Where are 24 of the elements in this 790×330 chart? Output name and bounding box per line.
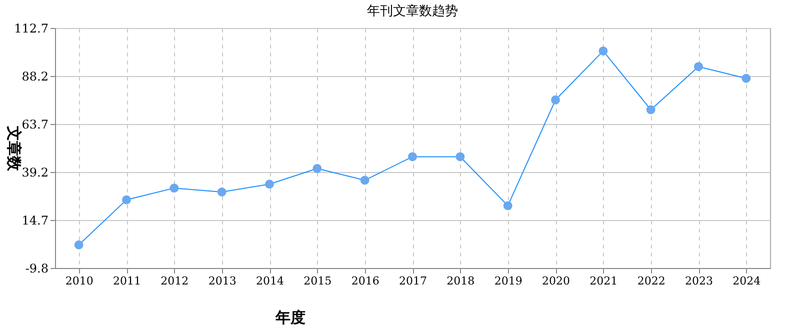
chart-title: 年刊文章数趋势 (367, 4, 458, 19)
x-tick-label: 2020 (542, 274, 570, 288)
x-tick-label: 2014 (256, 274, 284, 288)
x-tick-label: 2022 (637, 274, 666, 288)
y-tick-label: 88.2 (22, 70, 48, 84)
x-tick-label: 2010 (65, 274, 94, 288)
y-tick-label: -9.8 (25, 262, 48, 276)
x-tick-label: 2018 (446, 274, 475, 288)
y-axis-title: 文章数 (5, 125, 24, 172)
y-tick-label: 39.2 (22, 166, 48, 180)
x-tick-label: 2024 (732, 274, 761, 288)
y-tick-label: 14.7 (22, 214, 48, 228)
x-axis-title: 年度 (274, 308, 306, 326)
x-tick-label: 2015 (304, 274, 332, 288)
x-tick-label: 2011 (113, 274, 141, 288)
y-tick-label: 63.7 (22, 118, 48, 132)
y-tick-label: 112.7 (14, 22, 48, 36)
x-tick-label: 2023 (685, 274, 713, 288)
x-tick-label: 2017 (399, 274, 427, 288)
x-tick-label: 2016 (351, 274, 380, 288)
x-tick-label: 2012 (160, 274, 189, 288)
x-tick-label: 2019 (494, 274, 522, 288)
x-tick-label: 2013 (208, 274, 236, 288)
x-tick-label: 2021 (590, 274, 618, 288)
